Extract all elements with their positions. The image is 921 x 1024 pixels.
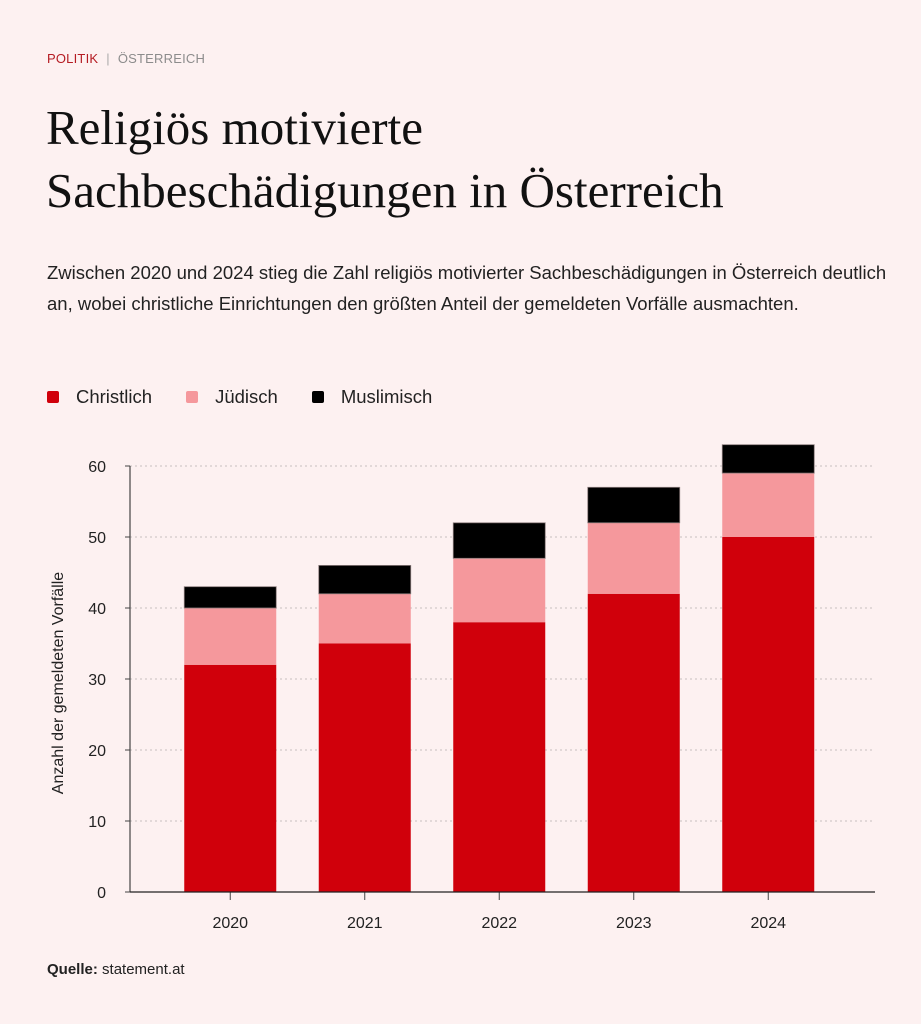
bars: [183, 444, 815, 892]
chart-subtitle: Zwischen 2020 und 2024 stieg die Zahl re…: [47, 262, 887, 314]
legend-swatch-christlich: [47, 391, 59, 403]
source-note: Quelle: statement.at: [47, 961, 185, 978]
title-line-1: Religiös motivierte: [46, 100, 423, 155]
bar-juedisch-2020: [184, 608, 277, 665]
page-title: Religiös motivierte Sachbeschädigungen i…: [46, 96, 906, 222]
bar-muslimisch-2020: [183, 586, 277, 609]
subcategory-label[interactable]: ÖSTERREICH: [117, 51, 206, 66]
legend-item-muslimisch: Muslimisch: [311, 386, 433, 408]
y-tick-label: 30: [88, 672, 106, 689]
x-tick-label: 2021: [347, 915, 383, 932]
x-tick-label: 2023: [616, 915, 652, 932]
legend-swatch-muslimisch: [311, 391, 324, 403]
x-tick-label: 2022: [481, 915, 517, 932]
legend-label-juedisch: Jüdisch: [215, 386, 278, 407]
bar-muslimisch-2022: [452, 522, 546, 559]
legend-item-juedisch: Jüdisch: [186, 386, 278, 408]
chart-legend: Christlich Jüdisch Muslimisch: [47, 386, 466, 408]
kicker: POLITIK | ÖSTERREICH: [47, 51, 205, 66]
x-tick-label: 2024: [750, 915, 786, 932]
bar-christlich-2021: [318, 643, 411, 892]
y-tick-label: 0: [97, 885, 106, 902]
bar-juedisch-2021: [318, 593, 411, 644]
legend-item-christlich: Christlich: [47, 386, 152, 408]
y-tick-label: 20: [88, 743, 106, 760]
y-tick-label: 50: [88, 530, 106, 547]
y-tick-label: 10: [88, 814, 106, 831]
bar-juedisch-2022: [453, 558, 546, 623]
y-tick-label: 60: [88, 459, 106, 476]
bar-juedisch-2023: [587, 522, 680, 594]
x-tick-label: 2020: [212, 915, 248, 932]
bar-muslimisch-2023: [587, 486, 681, 524]
legend-swatch-juedisch: [186, 391, 199, 403]
bar-christlich-2023: [587, 593, 680, 892]
stacked-bar-chart: 0 10 20 30 40 50 60 2020 2021 2022 2023 2024 Anzahl…: [50, 444, 875, 932]
bar-christlich-2020: [184, 664, 277, 892]
y-axis-label: Anzahl der gemeldeten Vorfälle: [50, 572, 67, 794]
legend-label-christlich: Christlich: [76, 386, 153, 407]
kicker-separator: |: [106, 51, 110, 66]
bar-christlich-2022: [453, 622, 546, 892]
category-label[interactable]: POLITIK: [47, 51, 99, 66]
bar-muslimisch-2021: [318, 564, 412, 595]
legend-label-muslimisch: Muslimisch: [340, 386, 433, 407]
bar-juedisch-2024: [722, 473, 815, 537]
bar-christlich-2024: [722, 537, 815, 892]
y-tick-label: 40: [88, 601, 106, 618]
source-value: statement.at: [102, 961, 185, 978]
bar-muslimisch-2024: [721, 444, 815, 474]
source-label: Quelle:: [47, 961, 98, 978]
axes: 0 10 20 30 40 50 60 2020 2021 2022 2023 2024: [88, 459, 875, 932]
title-line-2: Sachbeschädigungen in Österreich: [46, 163, 724, 218]
